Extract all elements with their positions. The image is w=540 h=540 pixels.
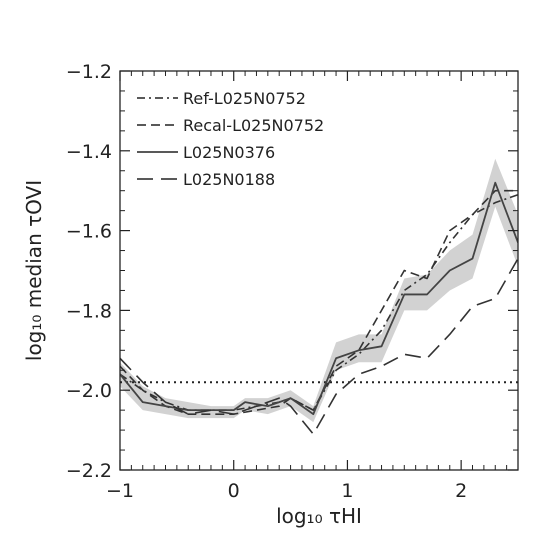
x-tick-label: 0: [228, 480, 240, 502]
series-layer: [120, 181, 518, 435]
y-tick-label: −1.4: [66, 141, 112, 163]
y-tick-label: −1.2: [66, 61, 112, 83]
x-tick-label: −1: [106, 480, 134, 502]
confidence-band-layer: [120, 158, 518, 423]
y-tick-label: −1.6: [66, 221, 112, 243]
legend-label-3: L025N0188: [183, 170, 275, 189]
legend-label-0: Ref-L025N0752: [183, 89, 306, 108]
y-tick-label: −2.0: [66, 380, 112, 402]
legend-label-2: L025N0376: [183, 143, 275, 162]
confidence-band-2: [120, 158, 518, 423]
y-tick-label: −2.2: [66, 460, 112, 482]
series-line-3: [120, 258, 518, 435]
legend: Ref-L025N0752 Recal-L025N0752 L025N0376 L02…: [137, 89, 324, 189]
x-tick-label: 2: [455, 480, 467, 502]
y-tick-label: −1.8: [66, 300, 112, 322]
x-axis-label: log₁₀ τHI: [276, 504, 362, 528]
series-line-0: [120, 193, 518, 411]
legend-label-1: Recal-L025N0752: [183, 116, 324, 135]
series-line-2: [120, 181, 518, 416]
tick-layer: −1 0 1 2 −2.2 −2.0 −1.8 −1.6 −1.4 −1.2: [66, 61, 519, 502]
series-line-1: [120, 189, 518, 415]
x-tick-label: 1: [341, 480, 353, 502]
y-axis-label: log₁₀ median τOVI: [22, 180, 46, 361]
